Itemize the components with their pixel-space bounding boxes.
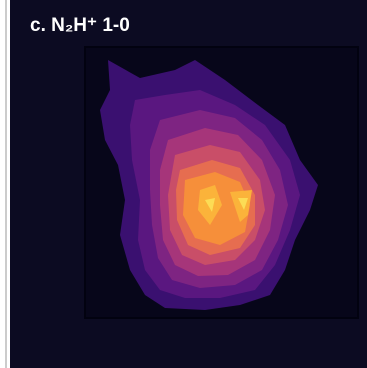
panel-title: c. N₂H⁺ 1-0 <box>30 15 130 36</box>
panel: c. N₂H⁺ 1-0 <box>0 0 367 368</box>
